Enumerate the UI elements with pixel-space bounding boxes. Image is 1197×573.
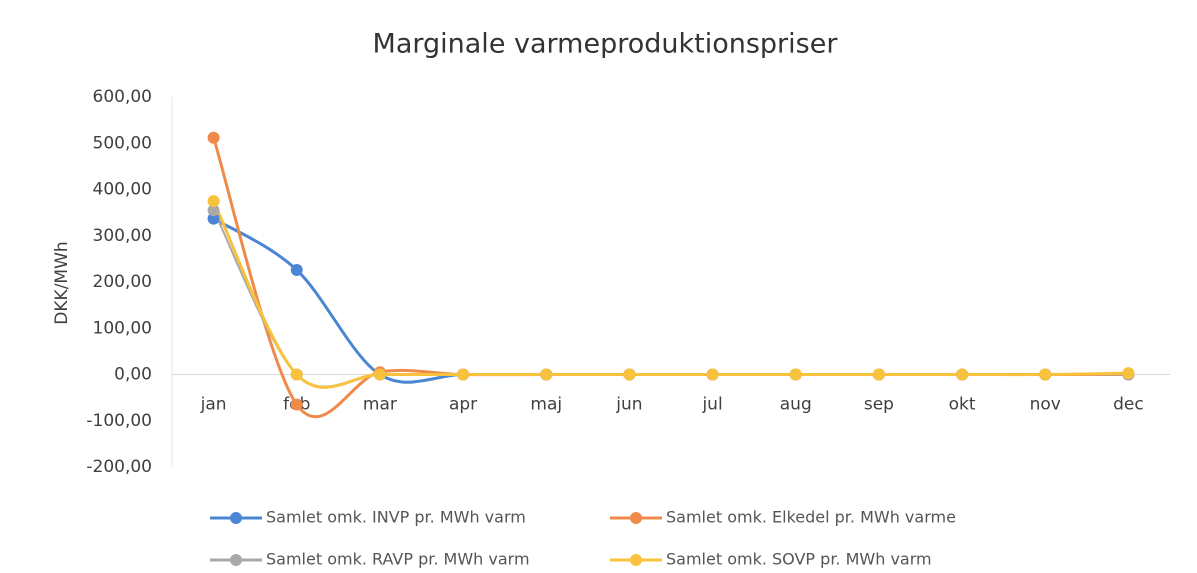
x-tick-label: jul [701,395,722,415]
data-point [290,263,303,276]
x-tick-label: apr [449,395,477,415]
chart-title: Marginale varmeproduktionspriser [373,29,839,60]
legend-marker [630,554,642,566]
x-tick-label: jan [200,395,227,415]
series-line [212,200,1129,389]
y-tick-label: -100,00 [86,411,152,431]
y-tick-label: 100,00 [93,318,152,338]
legend-label: Samlet omk. Elkedel pr. MWh varme [666,508,956,527]
y-tick-label: 600,00 [93,87,152,107]
y-tick-label: 400,00 [93,180,152,200]
legend-label: Samlet omk. RAVP pr. MWh varm [266,550,530,569]
data-point [207,212,220,225]
legend: Samlet omk. INVP pr. MWh varm Samlet omk.… [210,508,956,569]
x-tick-label: aug [780,395,812,415]
x-tick-label: mar [363,395,397,415]
y-tick-label: 0,00 [114,365,152,385]
legend-marker [630,512,642,524]
data-point [540,368,553,381]
data-point [290,368,303,381]
x-tick-label: maj [530,395,562,415]
data-point [789,368,802,381]
x-tick-label: jun [615,395,642,415]
legend-marker [230,512,242,524]
data-point [290,398,303,411]
x-tick-label: nov [1030,395,1061,415]
series-line [212,217,1129,384]
series-line [212,209,1129,388]
legend-label: Samlet omk. SOVP pr. MWh varm [666,550,932,569]
x-tick-label: dec [1113,395,1144,415]
data-point [1122,367,1135,380]
y-axis-label: DKK/MWh [52,241,72,324]
data-point [207,204,220,217]
x-tick-label: sep [864,395,894,415]
y-tick-label: 300,00 [93,226,152,246]
x-tick-label: okt [949,395,976,415]
data-point [207,131,220,144]
data-point [706,368,719,381]
y-tick-label: 500,00 [93,133,152,153]
legend-label: Samlet omk. INVP pr. MWh varm [266,508,526,527]
data-point [1039,368,1052,381]
data-point [457,368,470,381]
data-point [207,195,220,208]
y-tick-label: 200,00 [93,272,152,292]
data-point [956,368,969,381]
y-tick-label: -200,00 [86,457,152,477]
data-point [373,368,386,381]
data-point [872,368,885,381]
data-point [623,368,636,381]
legend-marker [230,554,242,566]
